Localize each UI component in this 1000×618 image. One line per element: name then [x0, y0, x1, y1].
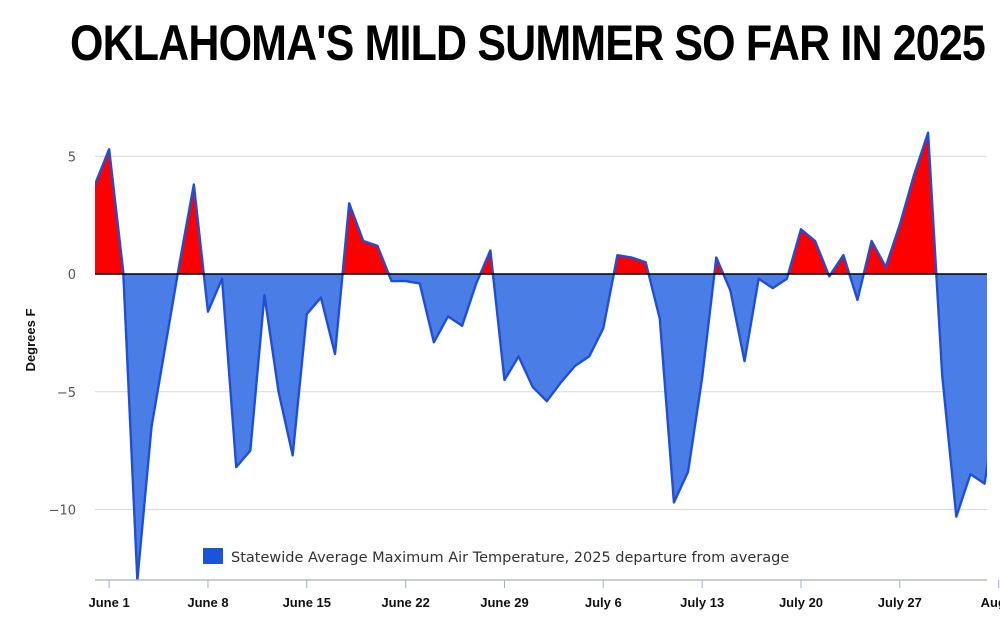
legend[interactable]: Statewide Average Maximum Air Temperatur…	[203, 548, 789, 566]
below-average-area	[203, 274, 343, 468]
x-tick-label: Aug 3	[981, 595, 1000, 610]
series-line-group	[95, 131, 987, 580]
y-axis-ticks: 5 0 −5 −10	[49, 150, 76, 518]
x-tick-label: July 20	[779, 595, 823, 610]
x-tick-label: June 15	[283, 595, 331, 610]
series-line-clip	[95, 131, 987, 580]
above-average-area	[177, 184, 204, 274]
below-average-area	[648, 274, 715, 503]
x-tick-label: June 8	[187, 595, 228, 610]
above-average-area	[863, 132, 937, 274]
area-fills	[95, 132, 987, 580]
below-average-area	[492, 274, 614, 402]
y-tick-label: −10	[49, 504, 76, 519]
series-line	[95, 131, 987, 580]
x-tick-label: July 13	[680, 595, 724, 610]
above-average-area	[613, 255, 649, 274]
y-tick-label: −5	[57, 386, 76, 401]
below-average-area	[936, 274, 987, 517]
below-average-area	[849, 274, 864, 300]
x-tick-label: June 22	[381, 595, 429, 610]
below-average-area	[388, 274, 481, 343]
y-axis-label: Degrees F	[23, 309, 38, 372]
chart-title: OKLAHOMA'S MILD SUMMER SO FAR IN 2025	[70, 15, 986, 71]
x-tick-label: June 1	[89, 595, 130, 610]
x-axis: June 1 June 8 June 15 June 22 June 29 July 6 J…	[89, 579, 1000, 610]
above-average-area	[95, 149, 124, 274]
legend-label: Statewide Average Maximum Air Temperatur…	[231, 550, 789, 566]
y-tick-label: 0	[68, 268, 76, 283]
y-tick-label: 5	[68, 150, 76, 165]
x-tick-label: July 27	[878, 595, 922, 610]
legend-swatch	[203, 548, 223, 564]
above-average-area	[342, 203, 389, 274]
x-tick-label: June 29	[480, 595, 528, 610]
x-tick-label: July 6	[585, 595, 622, 610]
below-average-area	[723, 274, 789, 362]
